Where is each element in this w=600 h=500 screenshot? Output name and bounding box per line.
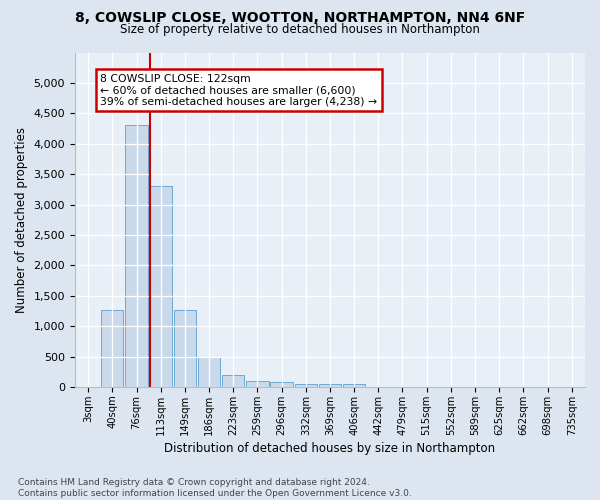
Bar [101,310,124,387]
Bar [125,126,148,387]
Bar [271,382,293,387]
Text: 8, COWSLIP CLOSE, WOOTTON, NORTHAMPTON, NN4 6NF: 8, COWSLIP CLOSE, WOOTTON, NORTHAMPTON, … [75,11,525,25]
Text: 8 COWSLIP CLOSE: 122sqm
← 60% of detached houses are smaller (6,600)
39% of semi: 8 COWSLIP CLOSE: 122sqm ← 60% of detache… [100,74,377,107]
Bar [247,381,269,387]
Bar [222,375,244,387]
X-axis label: Distribution of detached houses by size in Northampton: Distribution of detached houses by size … [164,442,496,455]
Bar [198,357,220,387]
Bar [319,384,341,387]
Text: Size of property relative to detached houses in Northampton: Size of property relative to detached ho… [120,22,480,36]
Bar [174,310,196,387]
Text: Contains HM Land Registry data © Crown copyright and database right 2024.
Contai: Contains HM Land Registry data © Crown c… [18,478,412,498]
Y-axis label: Number of detached properties: Number of detached properties [15,127,28,313]
Bar [343,384,365,387]
Bar [149,186,172,387]
Bar [295,384,317,387]
